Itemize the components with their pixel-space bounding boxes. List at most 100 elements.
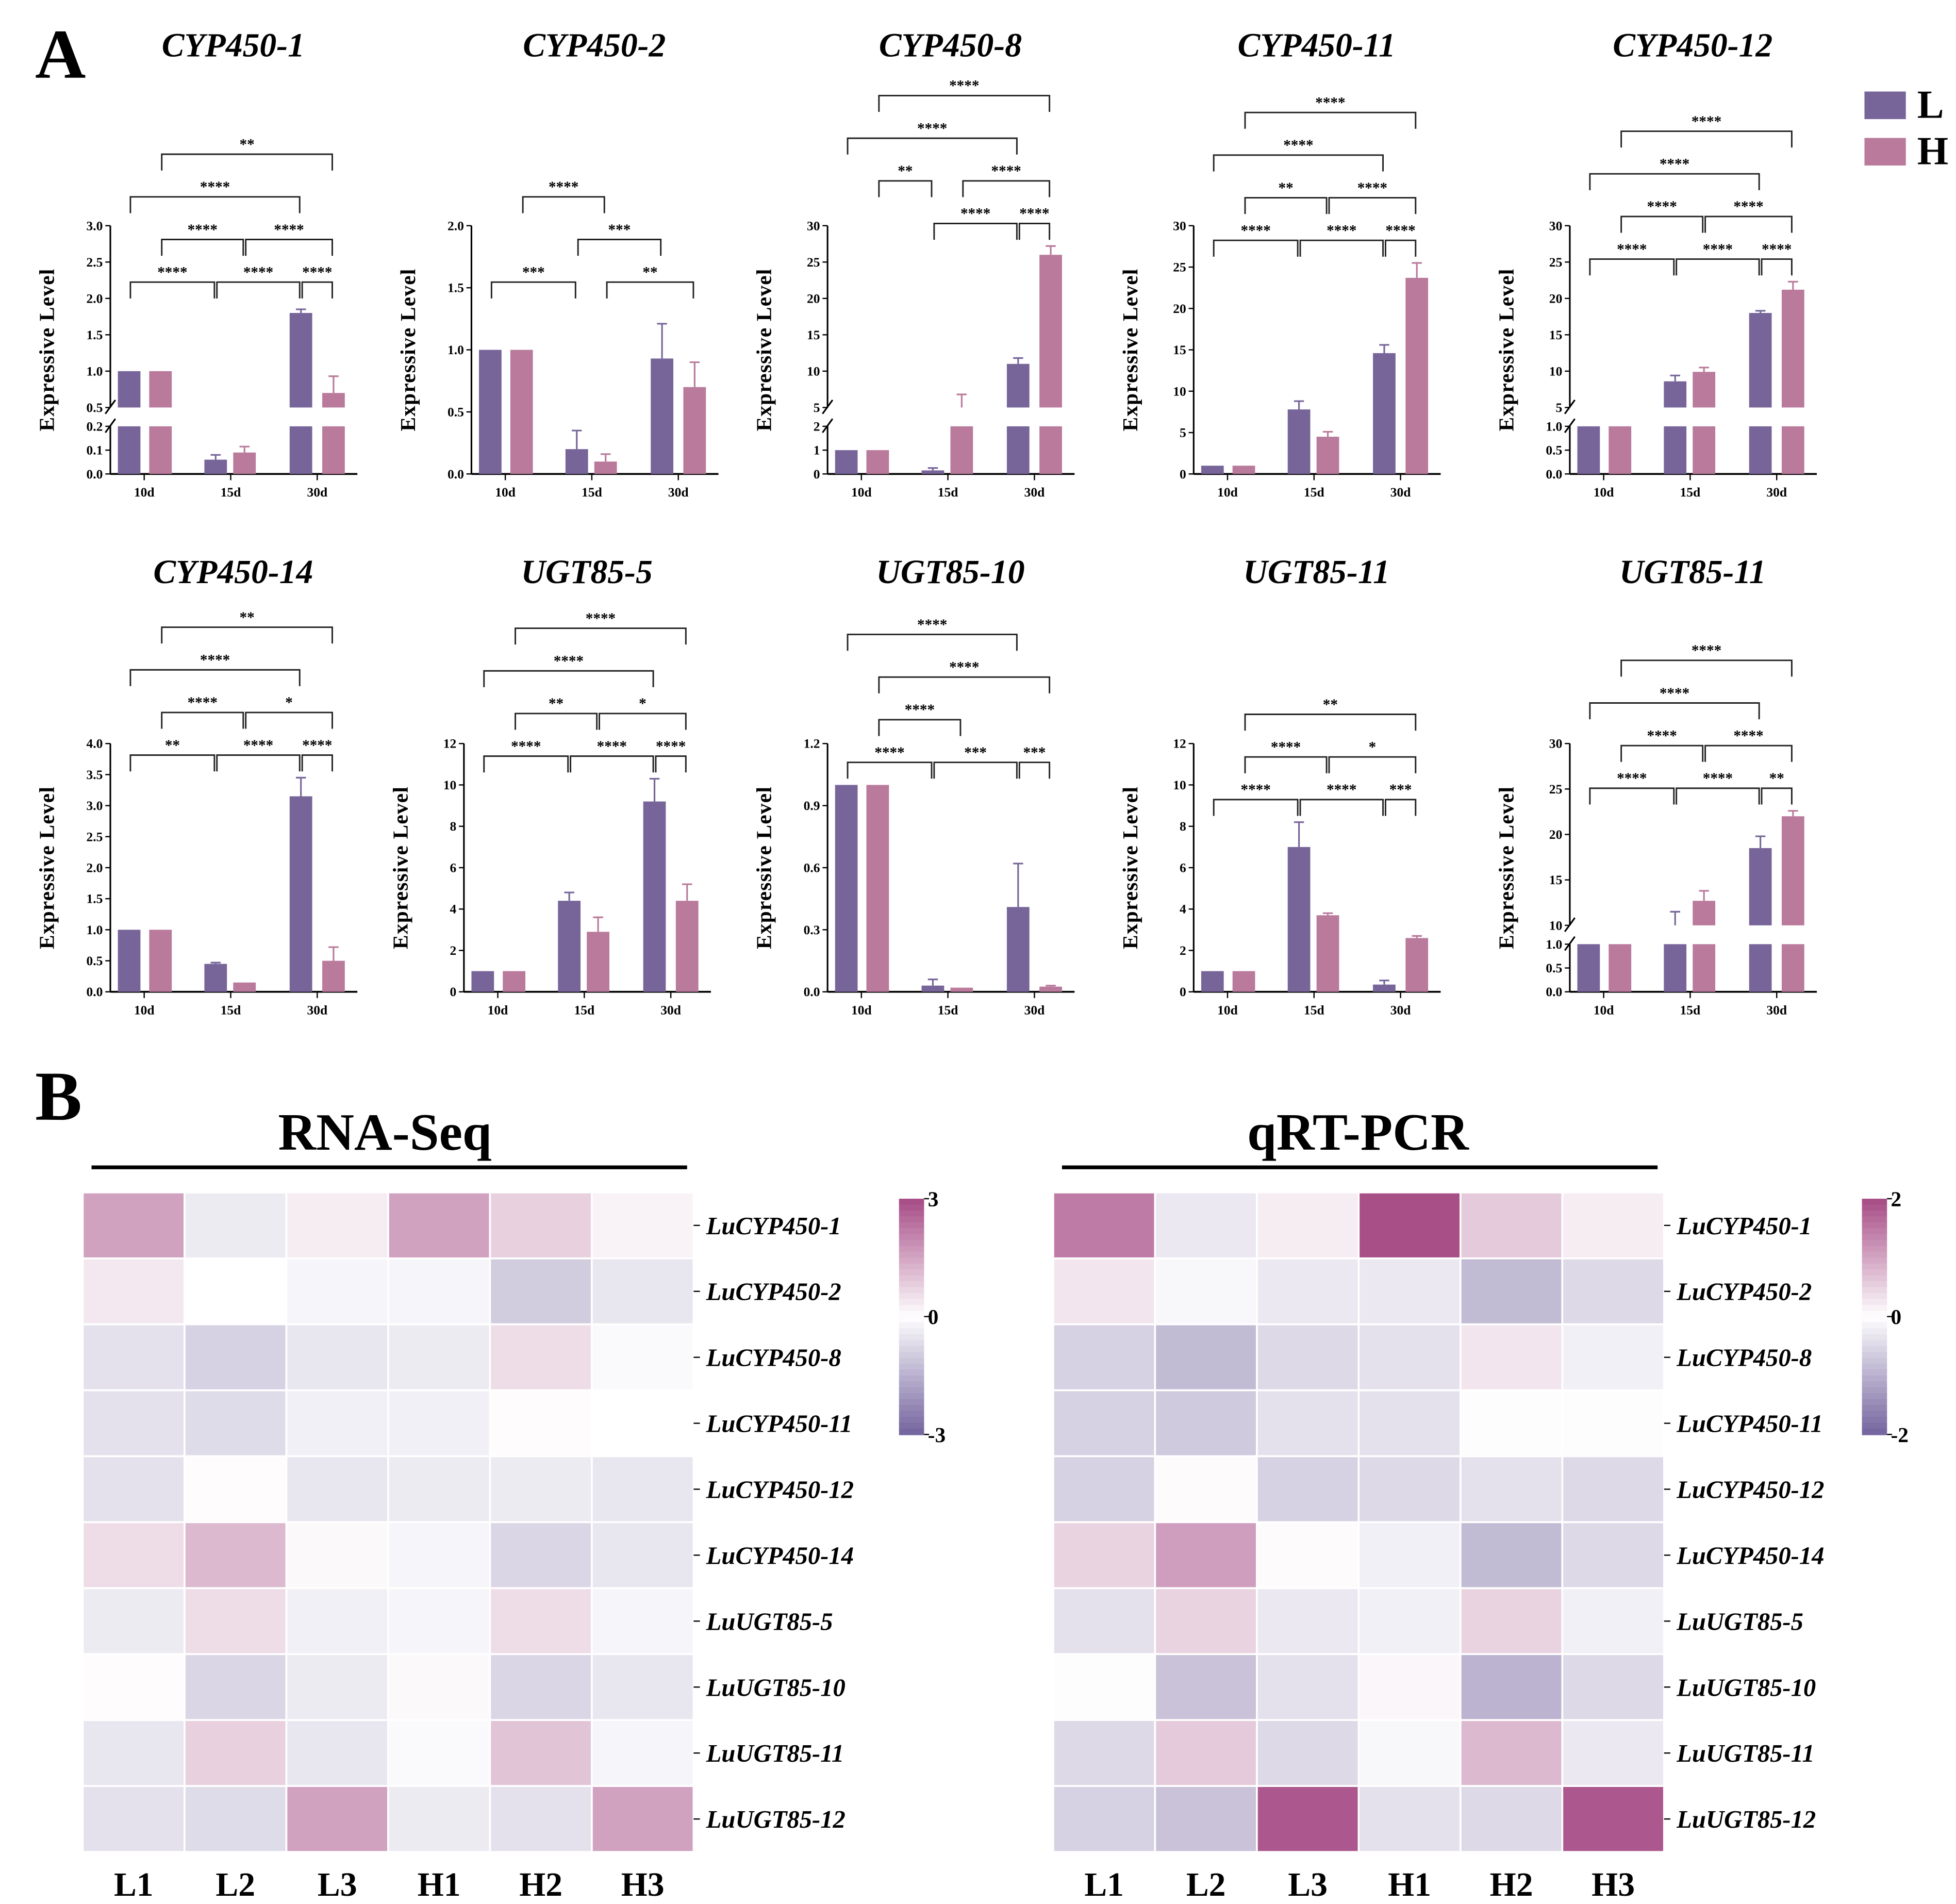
- significance-bracket: [483, 755, 569, 773]
- legend-swatch-l: [1864, 91, 1906, 120]
- significance-label: ****: [949, 659, 979, 676]
- significance-bracket: [577, 239, 662, 256]
- bar-h-15d: [1693, 901, 1716, 925]
- colorbar-segment: [1862, 1411, 1887, 1418]
- heatmap-cell: [285, 1191, 389, 1260]
- column-label: L3: [1288, 1866, 1328, 1903]
- bar-l-30d: [643, 801, 666, 992]
- y-tick-label: 25: [807, 255, 820, 270]
- y-tick-label: 3.0: [87, 798, 103, 813]
- colorbar-segment: [1862, 1204, 1887, 1212]
- y-tick-label: 3.5: [87, 767, 103, 782]
- colorbar-segment: [1862, 1416, 1887, 1423]
- colorbar-tick-label: -2: [1891, 1423, 1909, 1447]
- colorbar-segment: [899, 1304, 924, 1312]
- significance-label: ****: [1617, 770, 1647, 787]
- significance-label: ****: [949, 78, 979, 94]
- significance-bracket: [878, 676, 1051, 693]
- significance-label: ****: [188, 222, 218, 238]
- y-tick-label: 0: [814, 467, 820, 482]
- significance-bracket: [1704, 744, 1793, 762]
- row-label: LuUGT85-5: [706, 1608, 833, 1635]
- significance-label: ****: [917, 120, 947, 137]
- bar-l-10d-lower: [118, 426, 141, 474]
- colorbar-segment: [1862, 1222, 1887, 1229]
- bar-l-10d: [118, 930, 141, 992]
- colorbar-segment: [899, 1251, 924, 1259]
- colorbar-segment: [1862, 1281, 1887, 1288]
- chart-title: CYP450-11: [1237, 26, 1395, 64]
- significance-label: ****: [1703, 241, 1733, 258]
- heatmap-cell: [1561, 1257, 1665, 1326]
- bar-h-30d: [1405, 277, 1429, 474]
- heatmap-title: qRT-PCR: [1247, 1103, 1469, 1162]
- significance-label: ****: [1692, 642, 1721, 659]
- y-tick-label: 1.0: [87, 363, 103, 378]
- significance-label: ****: [1703, 770, 1733, 787]
- y-tick-label: 1.5: [87, 327, 103, 342]
- significance-label: ***: [1389, 782, 1412, 798]
- y-tick-label: 0.3: [804, 922, 820, 937]
- x-tick-label: 30d: [668, 485, 689, 500]
- significance-label: ****: [1315, 94, 1345, 111]
- significance-bracket: [245, 711, 333, 729]
- heatmap-cell: [1052, 1191, 1156, 1260]
- y-tick-label: 15: [1173, 342, 1186, 357]
- y-tick-label: 15: [1549, 872, 1563, 887]
- heatmap-cell: [1561, 1191, 1665, 1260]
- heatmap-cell: [1154, 1785, 1258, 1853]
- significance-label: ****: [1660, 156, 1689, 172]
- significance-label: ****: [960, 206, 990, 222]
- heatmap-cell: [591, 1785, 695, 1853]
- row-label: LuCYP450-8: [1676, 1344, 1812, 1372]
- y-tick-label: 8: [1180, 819, 1186, 834]
- significance-label: ****: [549, 179, 578, 195]
- significance-label: ****: [1647, 198, 1677, 215]
- colorbar-segment: [1862, 1251, 1887, 1259]
- y-tick-label: 2.0: [447, 218, 464, 233]
- heatmap-cell: [489, 1323, 593, 1392]
- chart-title: CYP450-8: [879, 26, 1022, 64]
- colorbar-segment: [1862, 1246, 1887, 1253]
- significance-bracket: [245, 239, 333, 256]
- colorbar-segment: [899, 1411, 924, 1418]
- heatmap-cell: [285, 1653, 389, 1721]
- heatmap-cell: [1561, 1389, 1665, 1458]
- heatmap-cell: [1154, 1719, 1258, 1787]
- heatmap-cell: [1256, 1587, 1360, 1655]
- colorbar-segment: [899, 1246, 924, 1253]
- y-tick-label: 10: [1549, 363, 1563, 378]
- bar-h-10d: [866, 450, 889, 474]
- significance-bracket: [1589, 702, 1760, 720]
- colorbar-segment: [1862, 1322, 1887, 1329]
- significance-bracket: [1328, 756, 1417, 773]
- row-label: LuUGT85-12: [1676, 1806, 1816, 1833]
- significance-bracket: [570, 755, 654, 773]
- heatmap-cell: [489, 1191, 593, 1260]
- heatmap-cell: [387, 1323, 491, 1392]
- heatmap-cell: [1460, 1653, 1564, 1721]
- significance-bracket: [847, 761, 933, 779]
- colorbar-segment: [1862, 1304, 1887, 1312]
- colorbar-tick-label: 2: [1891, 1187, 1902, 1211]
- significance-bracket: [1384, 799, 1417, 816]
- bar-l-30d-lower: [289, 426, 312, 474]
- column-label: L2: [216, 1866, 255, 1903]
- heatmap-cell: [81, 1455, 186, 1524]
- significance-label: ****: [1357, 180, 1387, 196]
- heatmap-cell: [184, 1521, 288, 1590]
- bar-chart-ugt85-11: UGT85-11 Expressive Level 0 2 4 6 8 10 12 10d 15d 3…: [1118, 553, 1441, 1017]
- y-axis-label: Expressive Level: [1118, 786, 1142, 949]
- significance-bracket: [161, 626, 333, 644]
- significance-label: ****: [1733, 727, 1763, 744]
- bar-h-10d: [1609, 426, 1632, 474]
- colorbar-segment: [1862, 1422, 1887, 1430]
- bar-chart-ugt85-11: UGT85-11 Expressive Level 0.0 0.5 1.0 10 15 20 2…: [1494, 553, 1817, 1017]
- bar-l-30d-lower: [1006, 426, 1030, 474]
- bar-l-10d: [1201, 971, 1224, 992]
- colorbar-segment: [1862, 1369, 1887, 1377]
- row-label: LuCYP450-11: [706, 1410, 853, 1438]
- bar-h-10d: [1232, 466, 1255, 474]
- heatmap-cell: [387, 1785, 491, 1853]
